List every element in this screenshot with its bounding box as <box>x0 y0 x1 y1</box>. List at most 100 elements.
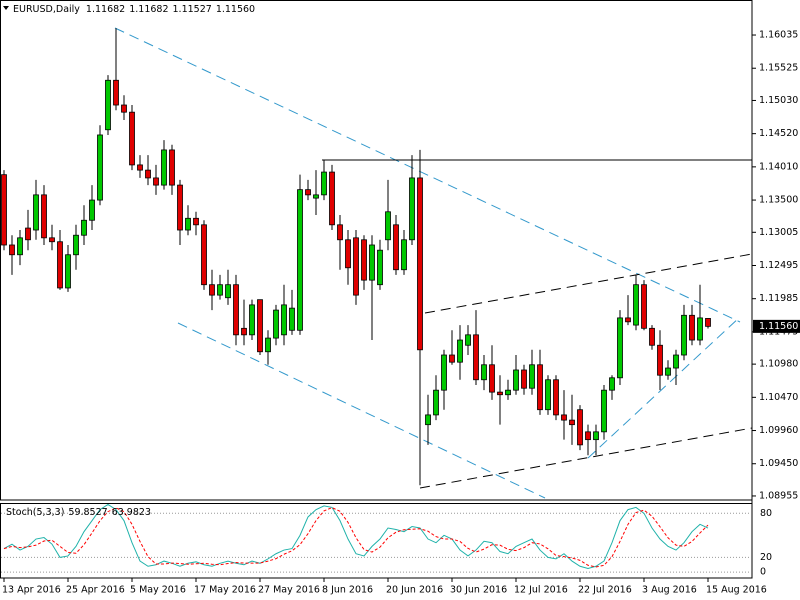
y-tick-label: 1.08955 <box>759 490 798 501</box>
stoch-line <box>3 507 709 568</box>
trendline <box>587 316 741 459</box>
candle-body <box>161 149 167 186</box>
y-tick-label: 1.13005 <box>759 227 798 238</box>
candle-body <box>353 237 359 296</box>
stoch-line <box>3 503 709 569</box>
candle-body <box>337 224 343 241</box>
price-tag <box>753 319 800 333</box>
candle-body <box>617 317 623 379</box>
stoch-main-value: 59.8527 <box>68 507 107 518</box>
candle-body <box>49 237 55 243</box>
y-tick-label: 1.10470 <box>759 392 798 403</box>
candle-body <box>41 194 47 239</box>
x-tick-label: 30 Jun 2016 <box>450 585 507 596</box>
candle-body <box>297 189 303 331</box>
x-tick-label: 27 May 2016 <box>258 585 320 596</box>
x-tick-label: 22 Jul 2016 <box>578 585 632 596</box>
candle-body <box>97 134 103 201</box>
x-tick-label: 15 Aug 2016 <box>706 585 767 596</box>
candle-body <box>665 367 671 376</box>
y-tick-label: 1.16035 <box>759 30 798 41</box>
candle-body <box>145 169 151 179</box>
candle-body <box>113 79 119 106</box>
y-tick-label: 1.14010 <box>759 161 798 172</box>
candle-body <box>9 244 15 256</box>
candle-body <box>481 364 487 381</box>
candle-body <box>385 211 391 241</box>
candle-body <box>657 344 663 376</box>
candle-body <box>73 234 79 256</box>
x-tick-label: 5 May 2016 <box>130 585 186 596</box>
candle-body <box>369 244 375 281</box>
candle-body <box>673 354 679 369</box>
candle-body <box>233 284 239 336</box>
candle-body <box>649 327 655 346</box>
candle-body <box>153 177 159 186</box>
candle-body <box>105 79 111 131</box>
high-label: 1.11682 <box>129 4 168 15</box>
candle-body <box>569 419 575 426</box>
trendline <box>114 27 741 323</box>
candle-body <box>201 224 207 286</box>
candle-body <box>433 389 439 416</box>
candle-body <box>521 369 527 389</box>
candle-body <box>393 224 399 271</box>
candle-body <box>409 177 415 241</box>
candle-body <box>625 317 631 323</box>
y-tick-label: 1.15030 <box>759 95 798 106</box>
candle-body <box>209 284 215 296</box>
y-tick-label: 0 <box>760 567 766 578</box>
candle-body <box>529 364 535 389</box>
candle-body <box>121 104 127 113</box>
candle-body <box>593 431 599 441</box>
candle-body <box>57 241 63 289</box>
candle-body <box>681 314 687 356</box>
candle-body <box>609 377 615 391</box>
x-tick-label: 8 Jun 2016 <box>322 585 373 596</box>
candle-body <box>25 227 31 241</box>
candle-body <box>33 194 39 231</box>
candle-body <box>489 364 495 393</box>
candle-body <box>449 354 455 363</box>
candle-body <box>473 334 479 381</box>
symbol: EURUSD,Daily <box>13 4 80 15</box>
candle-body <box>633 284 639 326</box>
candle-body <box>257 299 263 353</box>
candle-body <box>177 184 183 231</box>
candle-body <box>497 391 503 396</box>
candle-body <box>249 304 255 336</box>
x-tick-label: 17 May 2016 <box>194 585 256 596</box>
candle-body <box>193 217 199 226</box>
y-tick-label: 1.15525 <box>759 63 798 74</box>
candle-body <box>425 414 431 426</box>
candle-body <box>89 199 95 221</box>
x-tick-label: 20 Jun 2016 <box>386 585 443 596</box>
candle-body <box>689 314 695 341</box>
candle-body <box>281 304 287 336</box>
candle-body <box>377 249 383 286</box>
trendline <box>177 322 546 499</box>
y-tick-label: 1.14520 <box>759 128 798 139</box>
candle-body <box>65 254 71 289</box>
stoch-title: Stoch(5,3,3) <box>6 507 64 518</box>
y-tick-label: 1.12495 <box>759 260 798 271</box>
candle-body <box>265 337 271 353</box>
y-tick-label: 1.09450 <box>759 458 798 469</box>
trendline <box>424 253 753 314</box>
candle-body <box>697 317 703 341</box>
plot: 1.16035 1.15525 1.15030 1.14520 1.14010 1.135… <box>1 28 798 596</box>
candle-body <box>273 309 279 339</box>
candle-body <box>289 307 295 331</box>
candle-body <box>17 237 23 256</box>
candle-body <box>537 364 543 411</box>
candle-body <box>137 164 143 171</box>
open-label: 1.11682 <box>86 4 125 15</box>
candle-body <box>321 171 327 196</box>
y-tick-label: 80 <box>760 508 772 519</box>
candle-body <box>361 239 367 281</box>
candle-body <box>129 111 135 166</box>
y-tick-label: 1.09960 <box>759 425 798 436</box>
candle-body <box>505 389 511 396</box>
candle-body <box>313 194 319 199</box>
